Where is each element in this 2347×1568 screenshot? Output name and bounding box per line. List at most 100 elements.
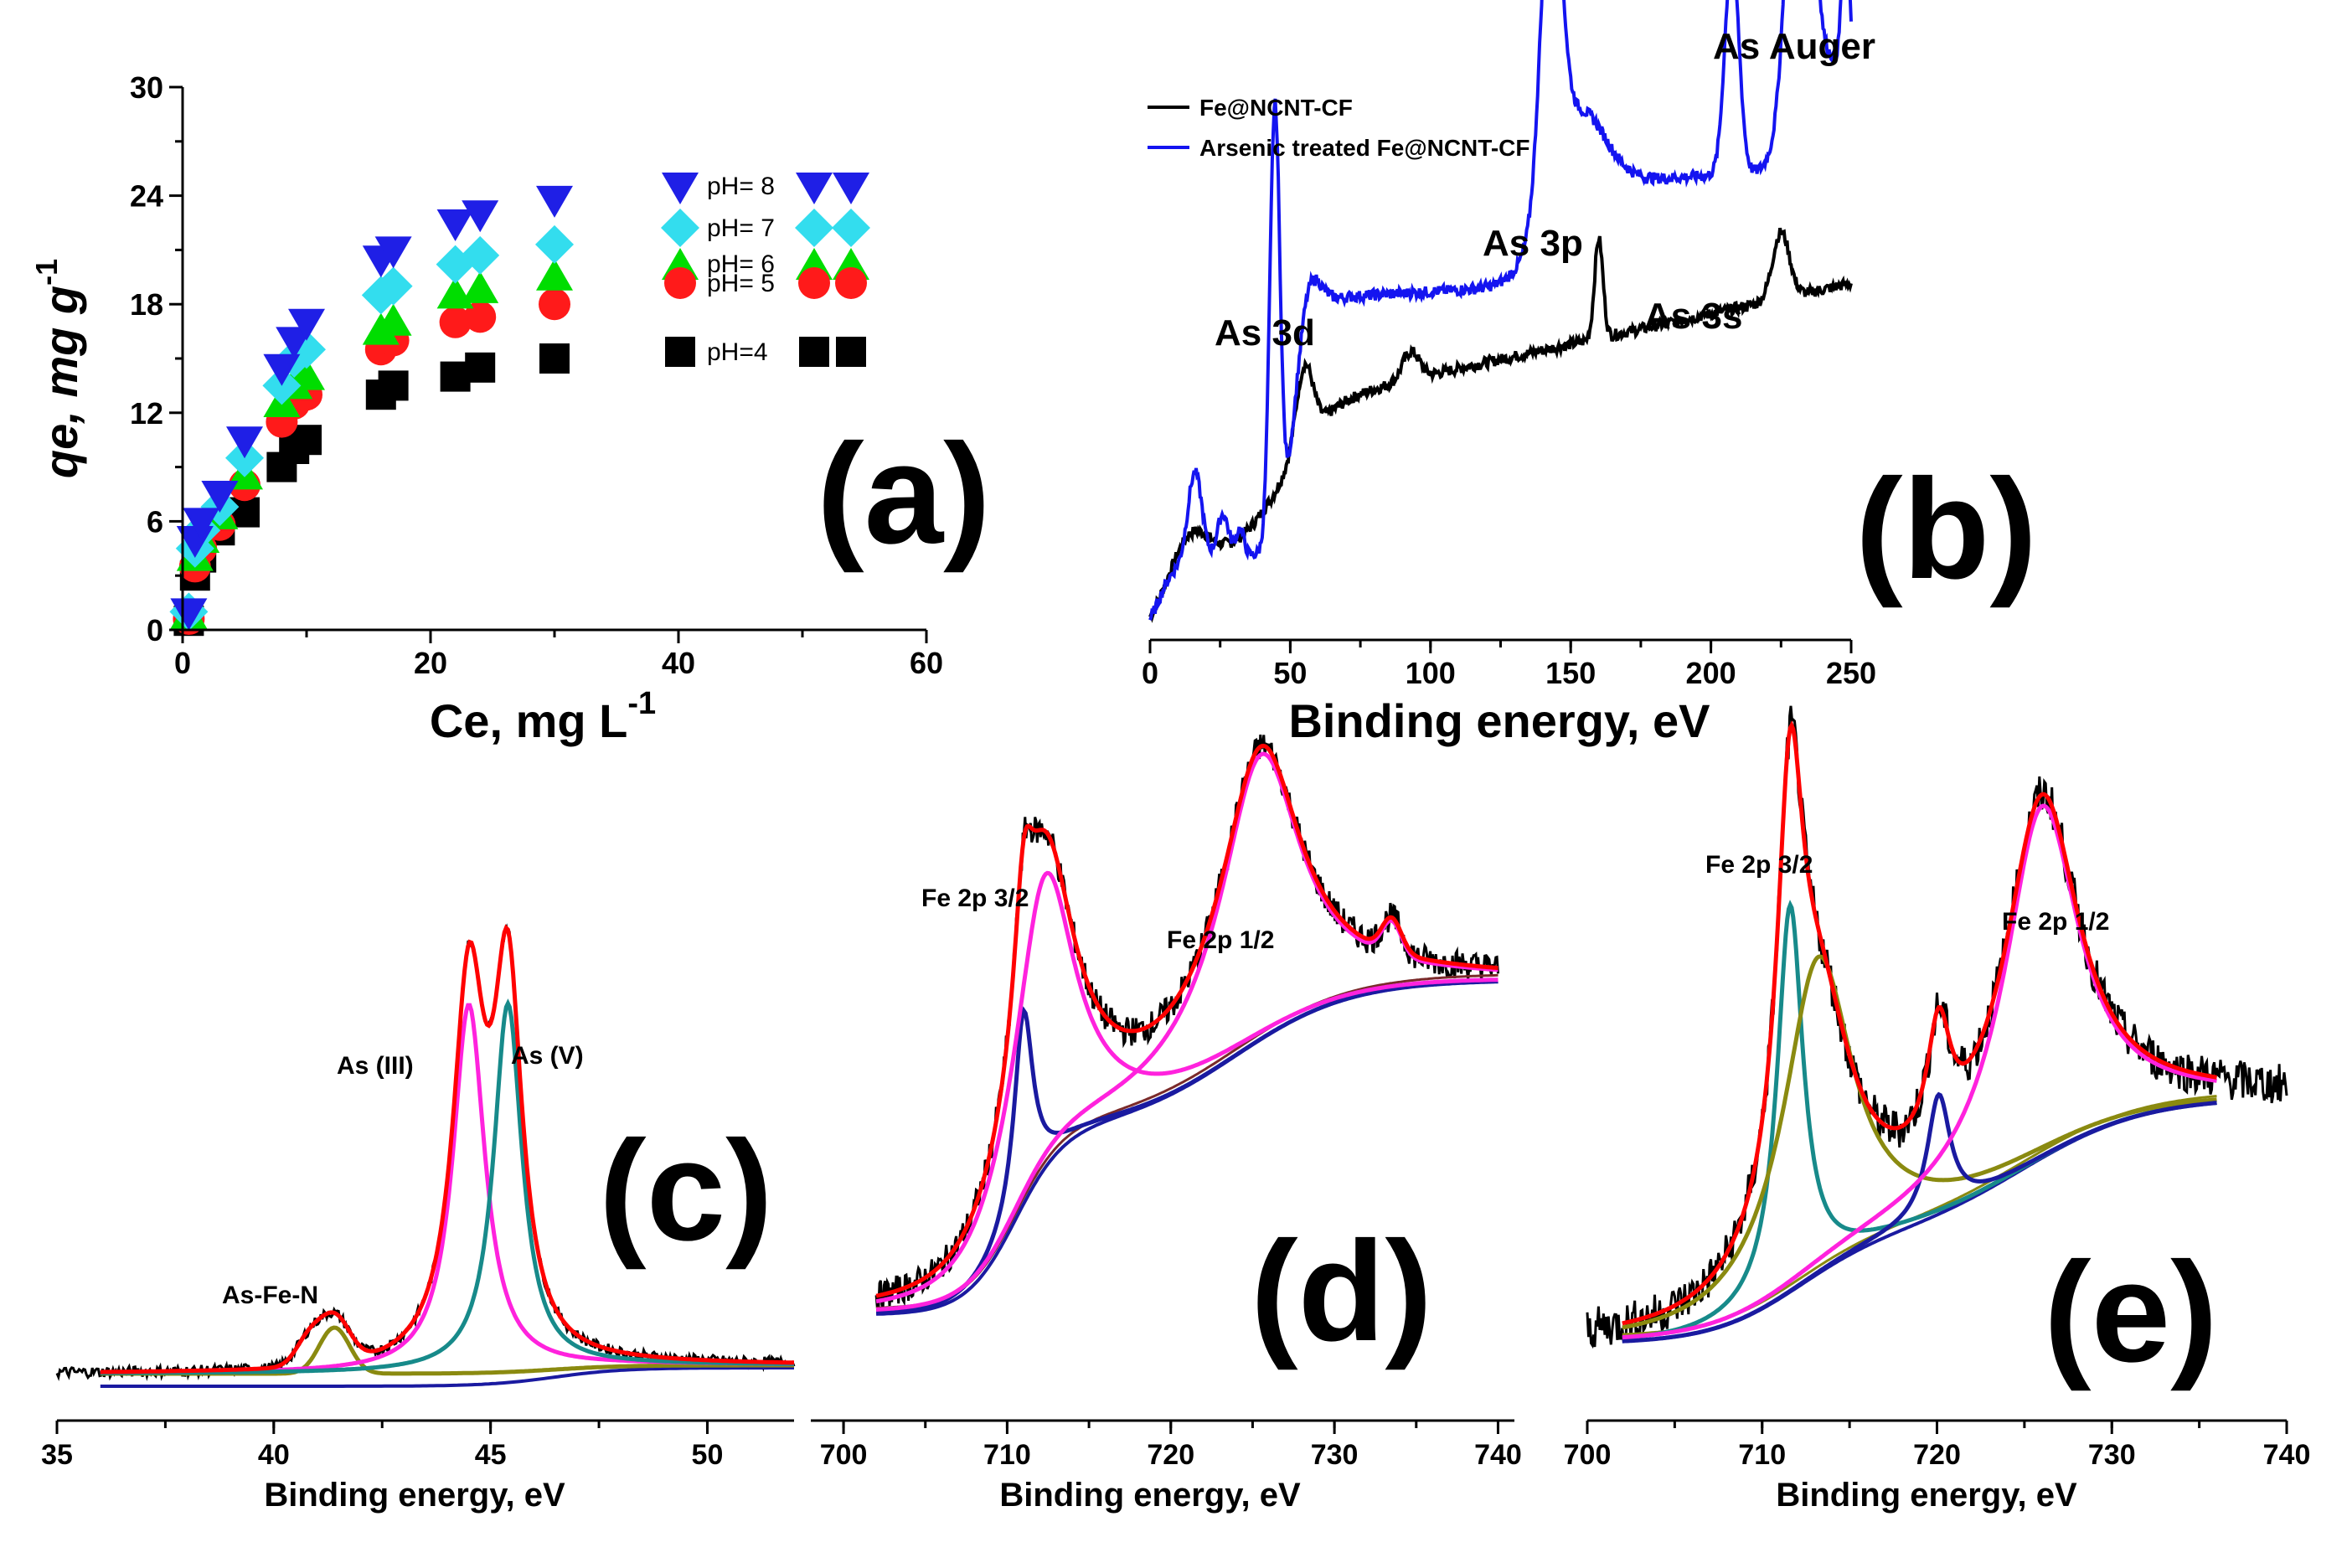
panel-c-annotation-as-v: As (V) — [511, 1042, 584, 1070]
panel-b-annotation-as-3d: As 3d — [1215, 312, 1315, 353]
panel-a-legend: pH= 8 pH= 7 pH= 6pH= 5 pH=4 — [661, 173, 870, 367]
legend-marker — [662, 173, 699, 204]
data-point — [535, 224, 574, 264]
panel-b-annotation-as-auger: As Auger — [1713, 26, 1875, 67]
data-point — [288, 308, 325, 341]
legend-marker — [836, 337, 866, 367]
data-point — [536, 185, 573, 218]
panel-a-label: (a) — [817, 415, 991, 574]
legend-marker — [798, 267, 830, 299]
data-point — [291, 425, 322, 456]
panel-c-annotation-as-iii: As (III) — [337, 1052, 414, 1080]
panel-b-annotation-as-3p: As 3p — [1483, 223, 1583, 264]
x-tick-label: 40 — [662, 646, 695, 680]
x-tick-label: 700 — [820, 1439, 868, 1471]
panel-d-component-2 — [875, 870, 1498, 1304]
x-tick-label: 100 — [1406, 656, 1456, 690]
panel-d-xlabel: Binding energy, eV — [999, 1477, 1301, 1514]
legend-marker — [835, 267, 867, 299]
legend-marker — [665, 337, 695, 367]
x-tick-label: 35 — [41, 1439, 73, 1471]
x-tick-label: 250 — [1826, 656, 1876, 690]
panel-c-ticks: 35 40 45 50 — [41, 1421, 723, 1471]
data-point — [374, 303, 412, 336]
x-tick-label: 730 — [2088, 1439, 2136, 1471]
panel-e-label: (e) — [2044, 1233, 2218, 1392]
panel-a-marks — [169, 185, 574, 637]
x-tick-label: 0 — [1142, 656, 1158, 690]
data-point — [374, 266, 413, 306]
y-tick-label: 24 — [130, 179, 163, 214]
legend-label: pH= 8 — [707, 173, 775, 200]
data-point — [378, 370, 409, 401]
panel-d-annotation-fe-2p-3-2: Fe 2p 3/2 — [921, 885, 1029, 912]
panel-c-annotation-as-fe-n: As-Fe-N — [222, 1282, 318, 1309]
x-tick-label: 710 — [983, 1439, 1031, 1471]
panel-b-ticks: 0 50 100 150 200 250 — [1142, 640, 1876, 690]
legend-label: pH= 5 — [707, 270, 775, 297]
legend-marker — [796, 173, 833, 204]
y-tick-label: 6 — [147, 504, 163, 539]
data-point — [536, 258, 573, 291]
x-tick-label: 45 — [475, 1439, 507, 1471]
x-tick-label: 0 — [174, 646, 191, 680]
legend-label: pH= 6 — [707, 250, 775, 278]
y-tick-label: 30 — [130, 70, 163, 105]
panel-c-as-v-peak — [100, 998, 794, 1375]
panel-c: 35 40 45 50 Binding energy, eV As (III) As … — [41, 923, 796, 1514]
x-tick-label: 40 — [258, 1439, 290, 1471]
data-point — [539, 288, 570, 321]
y-tick-label: 12 — [130, 396, 163, 431]
data-point — [226, 426, 263, 459]
x-tick-label: 740 — [2263, 1439, 2311, 1471]
x-tick-label: 720 — [1913, 1439, 1961, 1471]
panel-b-series-arsenic-treated — [1148, 0, 1853, 622]
legend-marker — [661, 209, 699, 247]
panel-d: 700 710 720 730 740 Binding energy, eV Fe 2p… — [811, 734, 1522, 1514]
data-point — [201, 481, 239, 513]
data-point — [263, 353, 301, 386]
x-tick-label: 700 — [1564, 1439, 1612, 1471]
legend-marker — [799, 337, 829, 367]
panel-b-series-fe-ncnt-cf — [1148, 227, 1853, 623]
data-point — [436, 209, 474, 241]
panel-e-annotation-fe-2p-3-2: Fe 2p 3/2 — [1705, 851, 1813, 879]
y-tick-label: 18 — [130, 287, 163, 322]
panel-a-ylabel: qe, mg g-1 — [29, 259, 87, 478]
panel-e-annotation-fe-2p-1-2: Fe 2p 1/2 — [2002, 908, 2109, 936]
panel-b-xlabel: Binding energy, eV — [1288, 694, 1710, 747]
panel-c-background — [100, 1366, 794, 1388]
x-tick-label: 200 — [1686, 656, 1736, 690]
legend-marker — [833, 173, 869, 204]
panel-d-component-1 — [875, 979, 1498, 1315]
panel-b-legend-label-blue: Arsenic treated Fe@NCNT-CF — [1199, 135, 1530, 161]
data-point — [439, 306, 472, 338]
panel-e-ticks: 700 710 720 730 740 — [1564, 1421, 2311, 1471]
x-tick-label: 60 — [910, 646, 943, 680]
data-point — [461, 235, 500, 275]
data-point — [170, 598, 208, 631]
panel-c-xlabel: Binding energy, eV — [264, 1477, 565, 1514]
panel-e-raw-spectrum — [1586, 705, 2288, 1349]
legend-label: pH= 7 — [707, 214, 775, 242]
legend-marker — [664, 267, 696, 299]
panel-e: 700 710 720 730 740 Binding energy, eV Fe 2p… — [1564, 705, 2311, 1514]
panel-b: 0 50 100 150 200 250 Binding energy, eV Fe@NC… — [1142, 0, 2037, 747]
panel-c-label: (c) — [599, 1112, 773, 1271]
x-tick-label: 710 — [1738, 1439, 1786, 1471]
y-tick-label: 0 — [147, 613, 163, 647]
panel-e-xlabel: Binding energy, eV — [1776, 1477, 2077, 1514]
data-point — [462, 271, 499, 303]
x-tick-label: 50 — [692, 1439, 724, 1471]
panel-a-ticks: 0 6 12 18 24 30 0 20 40 60 — [130, 70, 943, 680]
x-tick-label: 50 — [1273, 656, 1307, 690]
panel-b-annotation-as-3s: As 3s — [1644, 296, 1742, 337]
panel-e-envelope — [1622, 720, 2217, 1326]
x-tick-label: 720 — [1147, 1439, 1194, 1471]
panel-d-annotation-fe-2p-1-2: Fe 2p 1/2 — [1167, 926, 1274, 954]
data-point — [539, 343, 570, 374]
x-tick-label: 740 — [1474, 1439, 1522, 1471]
data-point — [374, 236, 412, 269]
